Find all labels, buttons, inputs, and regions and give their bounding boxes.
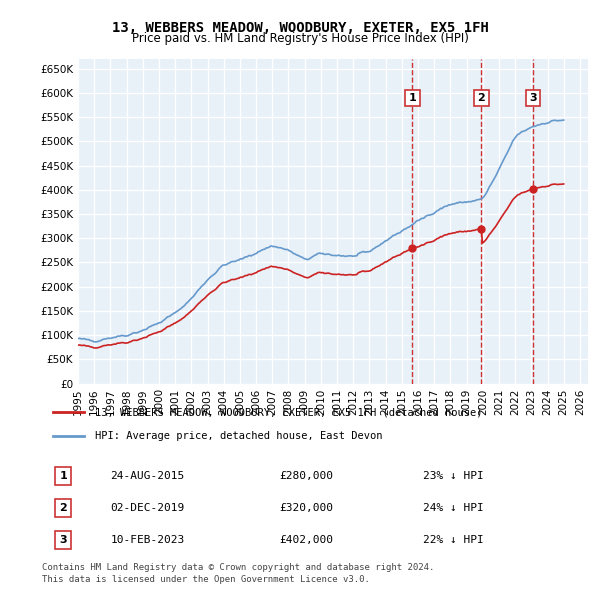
Text: £402,000: £402,000: [279, 535, 333, 545]
Text: 10-FEB-2023: 10-FEB-2023: [110, 535, 185, 545]
Text: 23% ↓ HPI: 23% ↓ HPI: [424, 471, 484, 481]
Text: 2: 2: [478, 93, 485, 103]
Text: Contains HM Land Registry data © Crown copyright and database right 2024.: Contains HM Land Registry data © Crown c…: [42, 563, 434, 572]
Text: 1: 1: [409, 93, 416, 103]
Text: 2: 2: [59, 503, 67, 513]
Text: 02-DEC-2019: 02-DEC-2019: [110, 503, 185, 513]
Text: 13, WEBBERS MEADOW, WOODBURY, EXETER, EX5 1FH (detached house): 13, WEBBERS MEADOW, WOODBURY, EXETER, EX…: [95, 407, 482, 417]
Text: This data is licensed under the Open Government Licence v3.0.: This data is licensed under the Open Gov…: [42, 575, 370, 584]
Text: £320,000: £320,000: [279, 503, 333, 513]
Text: 13, WEBBERS MEADOW, WOODBURY, EXETER, EX5 1FH: 13, WEBBERS MEADOW, WOODBURY, EXETER, EX…: [112, 21, 488, 35]
Text: 1: 1: [59, 471, 67, 481]
Text: HPI: Average price, detached house, East Devon: HPI: Average price, detached house, East…: [95, 431, 382, 441]
Text: 22% ↓ HPI: 22% ↓ HPI: [424, 535, 484, 545]
Text: 3: 3: [59, 535, 67, 545]
Text: £280,000: £280,000: [279, 471, 333, 481]
Text: 3: 3: [529, 93, 537, 103]
Text: Price paid vs. HM Land Registry's House Price Index (HPI): Price paid vs. HM Land Registry's House …: [131, 32, 469, 45]
Text: 24-AUG-2015: 24-AUG-2015: [110, 471, 185, 481]
Text: 24% ↓ HPI: 24% ↓ HPI: [424, 503, 484, 513]
